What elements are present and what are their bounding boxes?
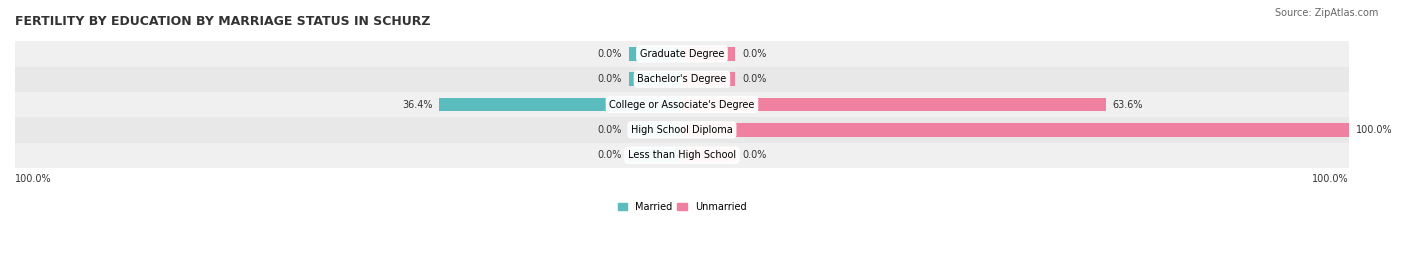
Text: 0.0%: 0.0% (742, 49, 766, 59)
Text: 0.0%: 0.0% (598, 150, 621, 160)
Legend: Married, Unmarried: Married, Unmarried (613, 198, 751, 216)
Bar (15, 92, 1348, 117)
Bar (628, 148, 682, 162)
Bar (15, 117, 1348, 143)
Text: High School Diploma: High School Diploma (631, 125, 733, 135)
Text: 0.0%: 0.0% (742, 150, 766, 160)
Bar (15, 66, 1348, 92)
Text: 0.0%: 0.0% (598, 125, 621, 135)
Text: 100.0%: 100.0% (15, 174, 52, 184)
Bar (682, 98, 1107, 111)
Text: 63.6%: 63.6% (1112, 100, 1143, 109)
Text: College or Associate's Degree: College or Associate's Degree (609, 100, 755, 109)
Bar (682, 47, 735, 61)
Text: FERTILITY BY EDUCATION BY MARRIAGE STATUS IN SCHURZ: FERTILITY BY EDUCATION BY MARRIAGE STATU… (15, 15, 430, 28)
Bar (628, 72, 682, 86)
Text: Less than High School: Less than High School (628, 150, 735, 160)
Bar (15, 143, 1348, 168)
Text: Source: ZipAtlas.com: Source: ZipAtlas.com (1274, 8, 1378, 18)
Text: 0.0%: 0.0% (598, 49, 621, 59)
Text: 100.0%: 100.0% (1312, 174, 1348, 184)
Text: 0.0%: 0.0% (742, 74, 766, 84)
Bar (682, 148, 735, 162)
Bar (682, 72, 735, 86)
Bar (682, 123, 1348, 137)
Text: Bachelor's Degree: Bachelor's Degree (637, 74, 727, 84)
Text: Graduate Degree: Graduate Degree (640, 49, 724, 59)
Bar (628, 123, 682, 137)
Text: 100.0%: 100.0% (1355, 125, 1392, 135)
Bar (439, 98, 682, 111)
Bar (15, 41, 1348, 66)
Text: 36.4%: 36.4% (402, 100, 433, 109)
Bar (628, 47, 682, 61)
Text: 0.0%: 0.0% (598, 74, 621, 84)
